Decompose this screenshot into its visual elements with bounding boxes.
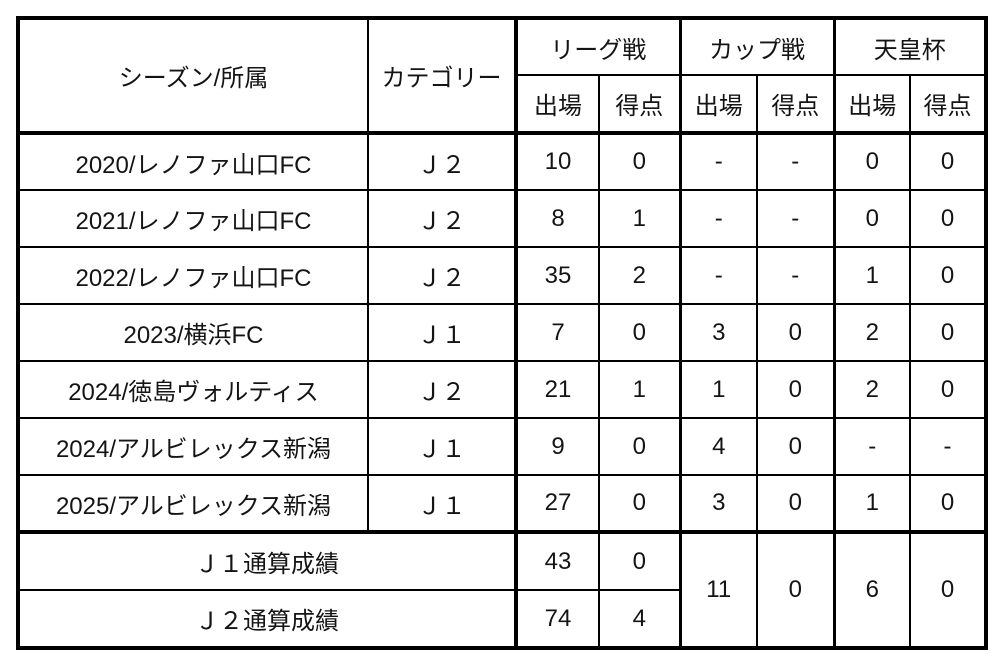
cup-goals-cell: 0	[756, 417, 836, 476]
cup-goals-cell: -	[756, 189, 836, 248]
table-row: 2024/アルビレックス新潟 Ｊ１ 9 0 4 0 - -	[17, 417, 987, 476]
league-apps-cell: 9	[515, 417, 600, 476]
header-group-emperor: 天皇杯	[833, 17, 987, 76]
league-goals-cell: 2	[598, 246, 682, 305]
emperor-apps-cell: 0	[833, 132, 911, 191]
season-cell: 2020/レノファ山口FC	[17, 132, 369, 191]
cup-goals-cell: 0	[756, 474, 836, 533]
season-cell: 2023/横浜FC	[17, 303, 369, 362]
totals-j1-league-goals: 0	[598, 530, 682, 591]
cup-goals-cell: -	[756, 246, 836, 305]
header-emperor-goals: 得点	[909, 74, 987, 135]
season-cell: 2024/徳島ヴォルティス	[17, 360, 369, 419]
totals-j2-league-goals: 4	[598, 589, 682, 649]
table-row: 2023/横浜FC Ｊ１ 7 0 3 0 2 0	[17, 303, 987, 362]
cup-apps-cell: 3	[679, 303, 758, 362]
totals-label-j2: Ｊ２通算成績	[17, 589, 518, 649]
table-row: 2024/徳島ヴォルティス Ｊ２ 21 1 1 0 2 0	[17, 360, 987, 419]
totals-row-j2: Ｊ２通算成績 74 4	[17, 589, 986, 649]
header-group-cup: カップ戦	[679, 17, 836, 76]
emperor-goals-cell: 0	[909, 132, 987, 191]
totals-emperor-goals: 0	[909, 530, 987, 649]
totals-j1-league-apps: 43	[515, 530, 600, 591]
header-league-goals: 得点	[598, 74, 682, 135]
totals-j2-league-apps: 74	[515, 589, 600, 649]
header-season-club: シーズン/所属	[17, 17, 369, 135]
season-cell: 2021/レノファ山口FC	[17, 189, 369, 248]
emperor-apps-cell: 1	[833, 474, 911, 533]
career-stats-table-container: シーズン/所属 カテゴリー リーグ戦 カップ戦 天皇杯 出場 得点 出場 得点 …	[16, 16, 988, 650]
league-apps-cell: 10	[515, 132, 600, 191]
category-cell: Ｊ１	[367, 474, 518, 533]
league-goals-cell: 0	[598, 132, 682, 191]
header-league-apps: 出場	[515, 74, 600, 135]
table-row: 2022/レノファ山口FC Ｊ２ 35 2 - - 1 0	[17, 246, 987, 305]
emperor-goals-cell: -	[909, 417, 987, 476]
emperor-apps-cell: 2	[833, 303, 911, 362]
league-apps-cell: 27	[515, 474, 600, 533]
table-row: 2021/レノファ山口FC Ｊ２ 8 1 - - 0 0	[17, 189, 987, 248]
category-cell: Ｊ２	[367, 189, 518, 248]
header-category: カテゴリー	[367, 17, 518, 135]
cup-apps-cell: 4	[679, 417, 758, 476]
league-goals-cell: 0	[598, 417, 682, 476]
cup-goals-cell: 0	[756, 303, 836, 362]
category-cell: Ｊ１	[367, 417, 518, 476]
header-emperor-apps: 出場	[833, 74, 911, 135]
league-apps-cell: 21	[515, 360, 600, 419]
totals-label-j1: Ｊ１通算成績	[17, 530, 518, 591]
league-apps-cell: 7	[515, 303, 600, 362]
header-row-groups: シーズン/所属 カテゴリー リーグ戦 カップ戦 天皇杯	[17, 17, 987, 135]
league-goals-cell: 1	[598, 189, 682, 248]
league-goals-cell: 0	[598, 303, 682, 362]
emperor-goals-cell: 0	[909, 474, 987, 533]
emperor-goals-cell: 0	[909, 303, 987, 362]
totals-row-j1: Ｊ１通算成績 43 0 11 0 6 0	[17, 530, 987, 649]
league-goals-cell: 0	[598, 474, 682, 533]
table-row: 2020/レノファ山口FC Ｊ２ 10 0 - - 0 0	[17, 132, 987, 191]
totals-cup-goals: 0	[756, 530, 836, 649]
cup-apps-cell: -	[679, 189, 758, 248]
emperor-apps-cell: 2	[833, 360, 911, 419]
cup-goals-cell: -	[756, 132, 836, 191]
league-apps-cell: 8	[515, 189, 600, 248]
cup-apps-cell: -	[679, 132, 758, 191]
cup-apps-cell: 1	[679, 360, 758, 419]
emperor-apps-cell: -	[833, 417, 911, 476]
table-row: 2025/アルビレックス新潟 Ｊ１ 27 0 3 0 1 0	[17, 474, 987, 533]
cup-apps-cell: -	[679, 246, 758, 305]
season-cell: 2025/アルビレックス新潟	[17, 474, 369, 533]
cup-apps-cell: 3	[679, 474, 758, 533]
emperor-goals-cell: 0	[909, 246, 987, 305]
emperor-goals-cell: 0	[909, 360, 987, 419]
career-stats-table: シーズン/所属 カテゴリー リーグ戦 カップ戦 天皇杯 出場 得点 出場 得点 …	[16, 16, 988, 650]
category-cell: Ｊ２	[367, 246, 518, 305]
cup-goals-cell: 0	[756, 360, 836, 419]
header-cup-apps: 出場	[679, 74, 758, 135]
totals-cup-apps: 11	[679, 530, 758, 649]
category-cell: Ｊ２	[367, 132, 518, 191]
emperor-goals-cell: 0	[909, 189, 987, 248]
emperor-apps-cell: 1	[833, 246, 911, 305]
header-cup-goals: 得点	[756, 74, 836, 135]
category-cell: Ｊ２	[367, 360, 518, 419]
header-row-sub: 出場 得点 出場 得点 出場 得点	[18, 74, 987, 135]
header-group-league: リーグ戦	[515, 17, 682, 76]
category-cell: Ｊ１	[367, 303, 518, 362]
season-cell: 2024/アルビレックス新潟	[17, 417, 369, 476]
emperor-apps-cell: 0	[833, 189, 911, 248]
league-apps-cell: 35	[515, 246, 600, 305]
league-goals-cell: 1	[598, 360, 682, 419]
season-cell: 2022/レノファ山口FC	[17, 246, 369, 305]
totals-emperor-apps: 6	[833, 530, 911, 649]
